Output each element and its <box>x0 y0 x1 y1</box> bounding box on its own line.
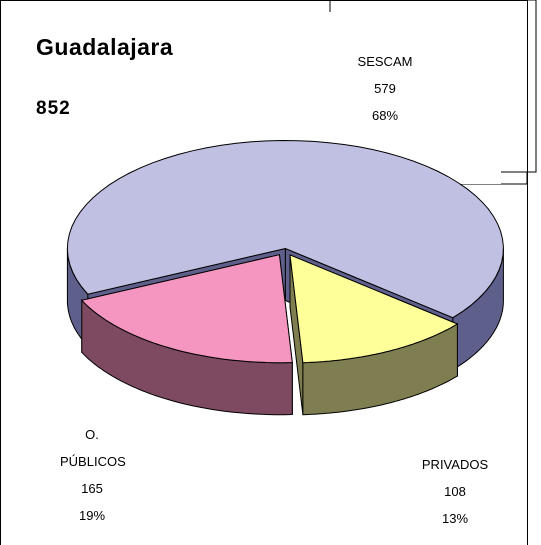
percent: 68% <box>371 108 399 123</box>
category: PRIVADOS <box>421 457 489 472</box>
category: O. PÚBLICOS <box>60 427 126 469</box>
total: 852 <box>36 98 71 119</box>
slice-label: PRIVADOS 108 13% <box>405 451 505 532</box>
count: 165 <box>81 481 103 496</box>
slice-label: SESCAM 579 68% <box>345 48 425 129</box>
slice <box>80 254 293 364</box>
slice <box>289 254 459 364</box>
percent: 19% <box>78 508 106 523</box>
pie <box>66 139 504 416</box>
chart-title: Guadalajara <box>36 34 174 60</box>
slice-label: O. PÚBLICOS 165 19% <box>60 421 126 529</box>
frame <box>0 0 528 545</box>
category: SESCAM <box>357 54 413 69</box>
count: 108 <box>444 484 466 499</box>
slice <box>66 139 504 319</box>
percent: 13% <box>441 511 469 526</box>
count: 579 <box>374 81 396 96</box>
